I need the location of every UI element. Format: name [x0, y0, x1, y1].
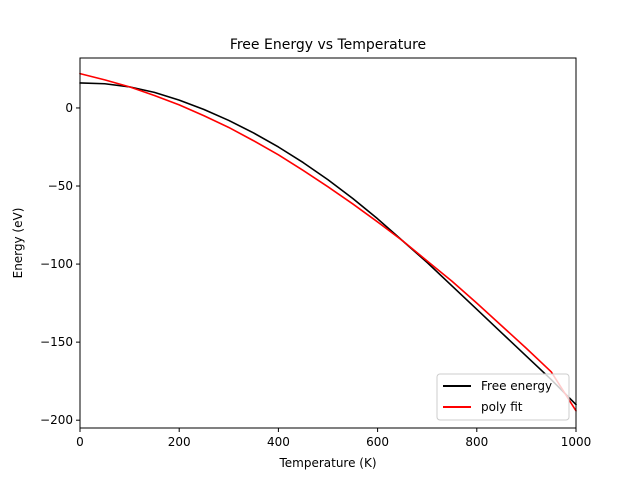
- x-axis-ticks: 0 200 400 600 800 1000: [76, 428, 591, 449]
- x-axis-label: Temperature (K): [278, 456, 376, 470]
- plot-frame: [79, 57, 577, 429]
- y-axis-label: Energy (eV): [11, 208, 25, 279]
- legend: Free energy poly fit: [436, 373, 570, 421]
- y-tick-label: −200: [40, 413, 73, 427]
- x-tick-label: 400: [267, 435, 290, 449]
- series-line-free-energy: [79, 82, 577, 406]
- legend-label-free-energy: Free energy: [481, 379, 552, 393]
- x-tick-label: 1000: [561, 435, 592, 449]
- y-tick-label: −150: [40, 335, 73, 349]
- x-tick-label: 800: [465, 435, 488, 449]
- y-tick-label: −100: [40, 257, 73, 271]
- series-line-poly-fit: [79, 72, 577, 412]
- legend-label-poly-fit: poly fit: [481, 400, 523, 414]
- x-tick-label: 600: [366, 435, 389, 449]
- y-axis-ticks: 0 −50 −100 −150 −200: [40, 101, 80, 427]
- chart-title: Free Energy vs Temperature: [230, 37, 426, 53]
- series-layer: [79, 72, 577, 412]
- y-tick-label: 0: [65, 101, 73, 115]
- x-tick-label: 0: [76, 435, 84, 449]
- x-tick-label: 200: [168, 435, 191, 449]
- y-tick-label: −50: [48, 179, 73, 193]
